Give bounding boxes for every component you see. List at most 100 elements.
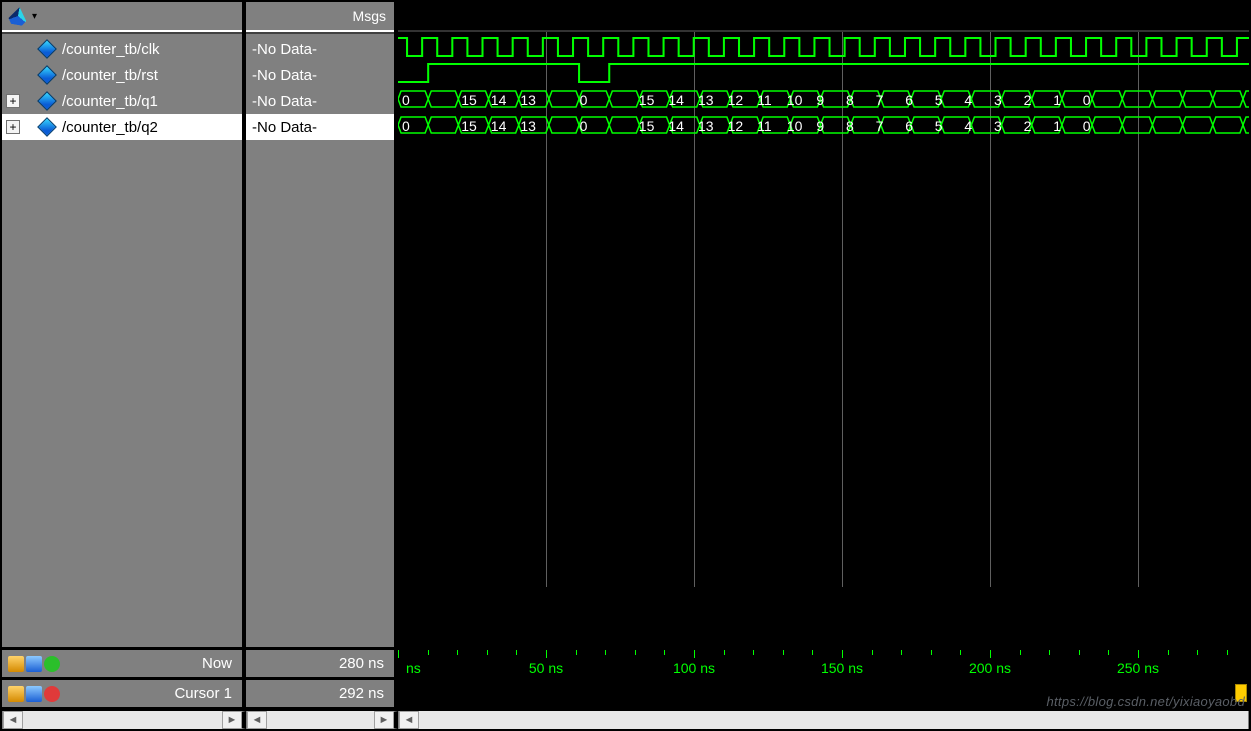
bus-value-label: 0 xyxy=(1083,92,1091,108)
signal-name-label: /counter_tb/q1 xyxy=(62,93,158,110)
bus-value-label: 13 xyxy=(520,92,536,108)
bus-value-label: 15 xyxy=(461,118,477,134)
waveform-track-bus: 015141301514131211109876543210 xyxy=(398,114,1249,140)
lock-icon[interactable] xyxy=(8,656,24,672)
signal-msg: -No Data- xyxy=(246,36,394,62)
signal-name-label: /counter_tb/q2 xyxy=(62,119,158,136)
remove-icon[interactable] xyxy=(44,686,60,702)
save-icon[interactable] xyxy=(26,656,42,672)
signal-msg: -No Data- xyxy=(246,114,394,140)
bus-value-label: 14 xyxy=(491,92,507,108)
ruler-tick-label: 50 ns xyxy=(529,660,563,676)
app-logo-icon xyxy=(8,6,28,26)
bus-value-label: 13 xyxy=(698,92,714,108)
names-header: ▾ xyxy=(2,2,242,32)
bus-value-label: 0 xyxy=(580,118,588,134)
wave-header xyxy=(398,2,1249,32)
bus-value-label: 14 xyxy=(491,118,507,134)
key-icon[interactable] xyxy=(8,686,24,702)
signal-diamond-icon xyxy=(38,118,56,136)
signal-msg: -No Data- xyxy=(246,88,394,114)
expand-button[interactable]: + xyxy=(6,94,20,108)
msgs-header-label: Msgs xyxy=(353,8,386,24)
waveform-panel[interactable]: 0151413015141312111098765432100151413015… xyxy=(398,2,1249,647)
wave-hscrollbar[interactable]: ◄ xyxy=(398,711,1249,729)
bus-value-label: 4 xyxy=(964,92,972,108)
bus-value-label: 11 xyxy=(757,118,772,134)
bus-value-label: 5 xyxy=(935,92,943,108)
bus-value-label: 10 xyxy=(787,118,803,134)
bus-value-label: 15 xyxy=(639,118,655,134)
bus-value-label: 0 xyxy=(1083,118,1091,134)
signal-row[interactable]: /counter_tb/clk xyxy=(2,36,242,62)
bus-value-label: 3 xyxy=(994,92,1002,108)
bus-value-label: 9 xyxy=(816,118,824,134)
bus-value-label: 0 xyxy=(402,118,410,134)
bus-value-label: 10 xyxy=(787,92,803,108)
cursor-handle[interactable] xyxy=(1235,684,1247,702)
now-label: Now xyxy=(202,655,232,672)
bus-value-label: 0 xyxy=(580,92,588,108)
names-hscrollbar[interactable]: ◄ ► xyxy=(2,711,246,729)
signal-name-label: /counter_tb/rst xyxy=(62,67,158,84)
waveform-track-clk xyxy=(398,36,1249,62)
waveform-track-rst xyxy=(398,62,1249,88)
signal-row[interactable]: + /counter_tb/q1 xyxy=(2,88,242,114)
scrollbar-row: ◄ ► ◄ ► ◄ xyxy=(2,707,1249,729)
bus-value-label: 8 xyxy=(846,118,854,134)
scroll-left-button[interactable]: ◄ xyxy=(247,711,267,729)
bus-value-label: 1 xyxy=(1053,92,1061,108)
bus-value-label: 13 xyxy=(698,118,714,134)
ruler-unit-label: ns xyxy=(406,660,421,676)
bus-value-label: 11 xyxy=(757,92,772,108)
ruler-tick-label: 150 ns xyxy=(821,660,863,676)
bus-value-label: 1 xyxy=(1053,118,1061,134)
cursor-row: Cursor 1 292 ns xyxy=(2,677,1249,707)
bus-value-label: 14 xyxy=(668,92,684,108)
signal-msg: -No Data- xyxy=(246,62,394,88)
waveform-track-bus: 015141301514131211109876543210 xyxy=(398,88,1249,114)
bus-value-label: 6 xyxy=(905,92,913,108)
cursor-label: Cursor 1 xyxy=(174,685,232,702)
bus-value-label: 9 xyxy=(816,92,824,108)
bus-value-label: 2 xyxy=(1024,92,1032,108)
bus-value-label: 7 xyxy=(876,118,884,134)
ruler-tick-label: 250 ns xyxy=(1117,660,1159,676)
bus-value-label: 0 xyxy=(402,92,410,108)
scroll-right-button[interactable]: ► xyxy=(222,711,242,729)
bus-value-label: 2 xyxy=(1024,118,1032,134)
msgs-panel: Msgs -No Data--No Data--No Data--No Data… xyxy=(246,2,398,647)
bus-value-label: 12 xyxy=(728,118,744,134)
expand-button[interactable]: + xyxy=(6,120,20,134)
bus-value-label: 14 xyxy=(668,118,684,134)
cursor-value: 292 ns xyxy=(339,685,384,702)
scroll-right-button[interactable]: ► xyxy=(374,711,394,729)
bus-value-label: 15 xyxy=(639,92,655,108)
bus-value-label: 12 xyxy=(728,92,744,108)
bus-value-label: 7 xyxy=(876,92,884,108)
msgs-hscrollbar[interactable]: ◄ ► xyxy=(246,711,398,729)
edit-icon[interactable] xyxy=(26,686,42,702)
dropdown-arrow-icon[interactable]: ▾ xyxy=(32,11,37,22)
signal-diamond-icon xyxy=(38,40,56,58)
bus-value-label: 5 xyxy=(935,118,943,134)
bus-value-label: 6 xyxy=(905,118,913,134)
now-value: 280 ns xyxy=(339,655,384,672)
msgs-header: Msgs xyxy=(246,2,394,32)
signal-row[interactable]: + /counter_tb/q2 xyxy=(2,114,242,140)
bus-value-label: 13 xyxy=(520,118,536,134)
scroll-left-button[interactable]: ◄ xyxy=(399,711,419,729)
ruler-tick-label: 200 ns xyxy=(969,660,1011,676)
signal-name-label: /counter_tb/clk xyxy=(62,41,160,58)
bus-value-label: 8 xyxy=(846,92,854,108)
now-row: Now 280 ns ns 50 ns 100 ns 150 ns 200 ns 250 … xyxy=(2,647,1249,677)
bus-value-label: 15 xyxy=(461,92,477,108)
scroll-left-button[interactable]: ◄ xyxy=(3,711,23,729)
signal-row[interactable]: /counter_tb/rst xyxy=(2,62,242,88)
bus-value-label: 4 xyxy=(964,118,972,134)
signal-diamond-icon xyxy=(38,92,56,110)
add-icon[interactable] xyxy=(44,656,60,672)
signal-names-panel: ▾ /counter_tb/clk/counter_tb/rst + /counte… xyxy=(2,2,246,647)
ruler-tick-label: 100 ns xyxy=(673,660,715,676)
signal-diamond-icon xyxy=(38,66,56,84)
